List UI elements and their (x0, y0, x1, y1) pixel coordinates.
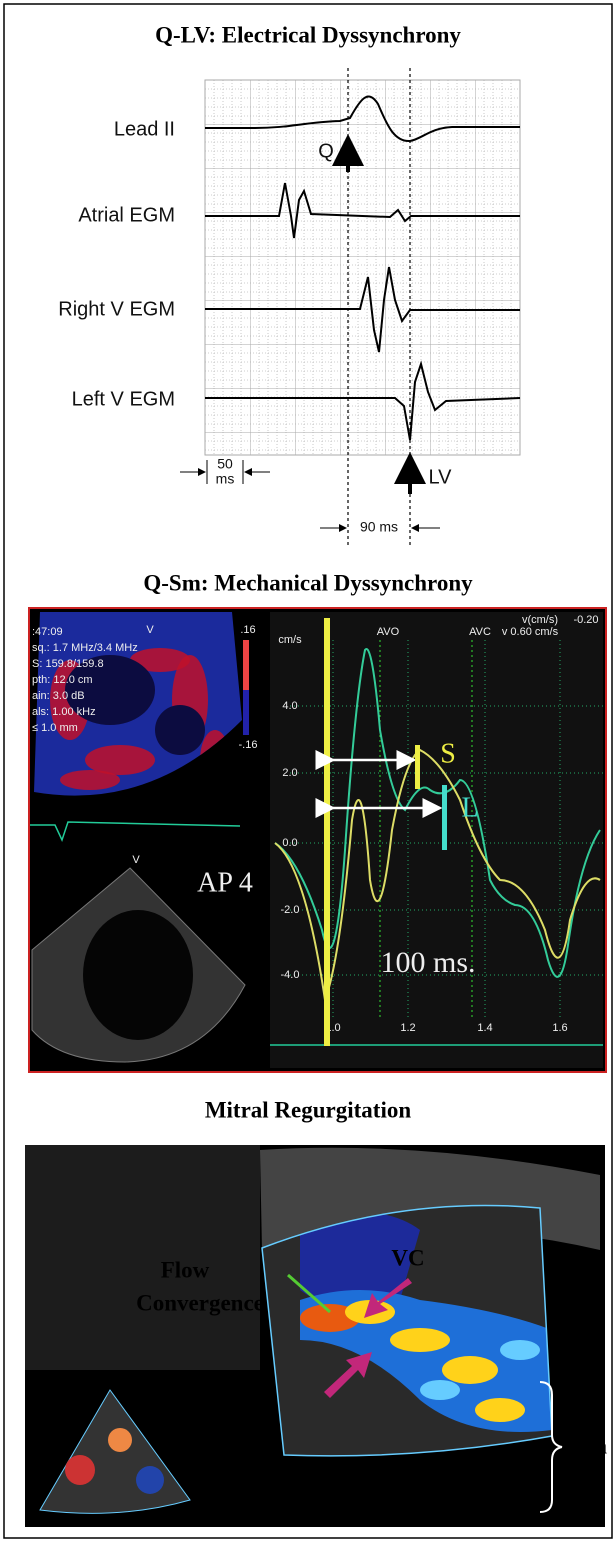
velocity-tick: 2.0 (282, 767, 297, 779)
lateral-bar (442, 785, 447, 850)
velocity-tick: 4.0 (282, 700, 297, 712)
inset-patch (65, 1455, 95, 1485)
time-tick: 1.4 (477, 1022, 492, 1034)
velocity-tick: -4.0 (281, 969, 300, 981)
setting-text: ≤ 1.0 mm (32, 722, 78, 734)
q-label: Q (318, 140, 334, 162)
interval-label: 100 ms. (380, 946, 475, 979)
color-bar (243, 690, 249, 735)
color-patch (60, 770, 120, 790)
label-box (25, 1145, 260, 1370)
setting-text: als: 1.00 kHz (32, 706, 96, 718)
septal-label: S (440, 738, 456, 769)
setting-text: pth: 12.0 cm (32, 674, 93, 686)
panel-title: Mitral Regurgitation (205, 1097, 412, 1122)
vc-label: VC (391, 1245, 424, 1270)
time-tick: 1.2 (400, 1022, 415, 1034)
view-mark: V (146, 624, 154, 636)
header-text: v 0.60 cm/s (502, 626, 559, 638)
jet-patch (475, 1398, 525, 1422)
scale-label: ms (216, 471, 235, 487)
header-text: -0.20 (573, 614, 598, 626)
units-label: cm/s (278, 634, 302, 646)
septal-bar (415, 745, 420, 789)
jet-patch (500, 1340, 540, 1360)
inset-patch (136, 1466, 164, 1494)
color-scale-label: .16 (240, 624, 255, 636)
interval-label: 90 ms (360, 519, 398, 535)
setting-text: ain: 3.0 dB (32, 690, 85, 702)
lv-label: LV (429, 466, 453, 488)
jet-patch (420, 1380, 460, 1400)
event-label: AVC (469, 626, 491, 638)
view-label: AP 4 (197, 867, 253, 898)
jet-label: Area (559, 1433, 608, 1458)
cavity (155, 705, 205, 755)
lead-label: Lead II (114, 118, 175, 140)
scale-label: 50 (217, 456, 233, 472)
jet-label: Jet (568, 1403, 598, 1428)
jet-patch (390, 1328, 450, 1352)
chart-bg (270, 612, 603, 1068)
inset-patch (108, 1428, 132, 1452)
setting-text: :47:09 (32, 626, 63, 638)
header-text: v(cm/s) (522, 614, 558, 626)
setting-text: S: 159.8/159.8 (32, 658, 104, 670)
panel-title: Q-Sm: Mechanical Dyssynchrony (143, 570, 473, 595)
flow-label: Convergence (136, 1290, 264, 1315)
lead-label: Right V EGM (58, 298, 175, 320)
flow-label: Flow (161, 1257, 210, 1282)
lateral-label: L (461, 792, 478, 823)
onset-bar (324, 618, 330, 1046)
time-tick: 1.6 (552, 1022, 567, 1034)
panel-title: Q-LV: Electrical Dyssynchrony (155, 22, 461, 47)
lead-label: Left V EGM (72, 388, 175, 410)
velocity-tick: -2.0 (281, 904, 300, 916)
page: Q-LV: Electrical Dyssynchrony Lead II Atri… (0, 0, 616, 1542)
lead-label: Atrial EGM (78, 204, 175, 226)
cavity (83, 910, 193, 1040)
event-label: AVO (377, 626, 400, 638)
view-mark: V (132, 854, 140, 866)
color-scale-label: -.16 (239, 739, 258, 751)
jet-patch (442, 1356, 498, 1384)
velocity-tick: 0.0 (282, 837, 297, 849)
setting-text: sq.: 1.7 MHz/3.4 MHz (32, 642, 138, 654)
figure: Q-LV: Electrical Dyssynchrony Lead II Atri… (0, 0, 616, 1542)
